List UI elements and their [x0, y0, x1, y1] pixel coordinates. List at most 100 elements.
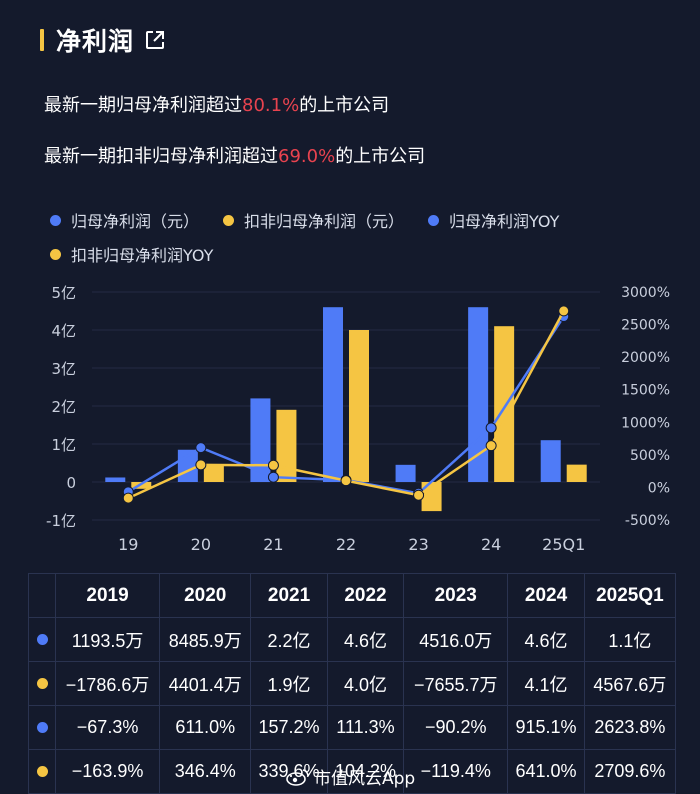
weibo-icon	[286, 768, 309, 786]
table-cell: 346.4%	[159, 749, 252, 794]
table-cell: 4516.0万	[403, 617, 509, 662]
series-point	[122, 492, 134, 504]
table-cell: 157.2%	[250, 705, 328, 750]
table-cell: 1.1亿	[583, 617, 677, 662]
category-label: 20	[191, 535, 211, 554]
table-cell: 611.0%	[159, 705, 252, 750]
summary-line-deducted-profit: 最新一期扣非归母净利润超过69.0%的上市公司	[44, 142, 425, 168]
series-dot-icon	[36, 722, 48, 733]
table-cell: 1.9亿	[250, 661, 328, 706]
row-marker	[28, 705, 56, 750]
category-label: 22	[336, 535, 356, 554]
right-tick-label: 2500%	[621, 318, 670, 334]
legend-item[interactable]: 扣非归母净利润（元）	[223, 203, 404, 237]
bar	[468, 307, 489, 482]
table-cell: 1193.5万	[54, 617, 161, 662]
summary-prefix: 最新一期归母净利润超过	[44, 95, 242, 116]
bar	[566, 464, 587, 482]
table-row: 1193.5万 8485.9万 2.2亿 4.6亿 4516.0万 4.6亿 1.1亿	[28, 617, 677, 662]
summary-suffix: 的上市公司	[335, 146, 426, 167]
summary-percent: 80.1%	[242, 95, 300, 116]
left-tick-label: 0	[66, 474, 76, 492]
table-cell: 111.3%	[326, 705, 405, 750]
right-tick-label: 1000%	[621, 415, 670, 431]
table-cell: 915.1%	[507, 705, 585, 750]
series-point	[195, 459, 207, 471]
series-point	[485, 440, 497, 452]
category-label: 21	[263, 535, 283, 554]
row-marker	[28, 617, 56, 662]
category-label: 25Q1	[542, 535, 585, 554]
table-cell: 4.6亿	[326, 617, 405, 662]
table-cell: −67.3%	[54, 705, 161, 750]
series-dot-icon	[36, 766, 48, 777]
series-dot-icon	[36, 634, 48, 645]
legend-label: 扣非归母净利润（元）	[244, 212, 405, 231]
table-header-cell: 2022	[326, 573, 405, 618]
right-tick-label: 0%	[648, 480, 670, 496]
legend-label: 扣非归母净利润YOY	[71, 246, 214, 265]
summary-suffix: 的上市公司	[299, 95, 390, 116]
table-cell: 641.0%	[507, 749, 585, 794]
summary-prefix: 最新一期扣非归母净利润超过	[44, 146, 278, 167]
table-cell: 104.2%	[326, 749, 405, 794]
page-title: 净利润	[56, 27, 135, 56]
table-cell: −163.9%	[54, 749, 161, 794]
bar	[323, 307, 343, 482]
table-header-cell: 2024	[507, 573, 585, 618]
left-tick-label: 1亿	[51, 436, 76, 454]
table-row: −1786.6万 4401.4万 1.9亿 4.0亿 −7655.7万 4.1亿 4567.…	[28, 661, 677, 706]
table-cell: 2709.6%	[583, 749, 677, 794]
bar	[131, 482, 152, 489]
bar	[395, 464, 416, 482]
table-cell: −1786.6万	[54, 661, 161, 706]
legend-label: 归母净利润（元）	[71, 212, 200, 231]
table-cell: −7655.7万	[403, 661, 509, 706]
table-corner	[28, 573, 56, 618]
series-point	[340, 475, 352, 487]
legend-item[interactable]: 扣非归母净利润YOY	[50, 237, 213, 271]
legend-item[interactable]: 归母净利润（元）	[50, 203, 199, 237]
external-link-icon[interactable]	[144, 29, 166, 51]
summary-percent: 69.0%	[278, 146, 336, 167]
table-cell: 4567.6万	[583, 661, 677, 706]
bar	[203, 465, 224, 482]
series-point	[195, 442, 207, 454]
table-cell: −119.4%	[403, 749, 509, 794]
table-cell: 4.0亿	[326, 661, 405, 706]
legend-dot-icon	[50, 248, 61, 260]
legend-dot-icon	[223, 214, 235, 226]
legend-dot-icon	[428, 214, 440, 226]
summary-line-net-profit: 最新一期归母净利润超过80.1%的上市公司	[44, 91, 389, 117]
table-cell: 4.1亿	[507, 661, 585, 706]
right-tick-label: -500%	[625, 513, 670, 529]
table-header-cell: 2019	[54, 573, 161, 618]
right-tick-label: 3000%	[621, 285, 670, 301]
profit-chart: 5亿 4亿 3亿 2亿 1亿 0 -1亿 3000% 2500% 2000% 1500% 1000% 5…	[46, 284, 670, 554]
table-header-cell: 2021	[250, 573, 328, 618]
right-tick-label: 500%	[630, 448, 670, 464]
watermark: 市值风云App	[286, 764, 415, 789]
bar	[349, 330, 369, 482]
series-point	[267, 459, 279, 471]
legend-item[interactable]: 归母净利润YOY	[428, 203, 559, 237]
table-header-cell: 2025Q1	[583, 573, 677, 618]
watermark-text: 市值风云App	[314, 769, 416, 789]
series-dot-icon	[36, 678, 48, 689]
series-point	[267, 471, 279, 483]
legend-label: 归母净利润YOY	[449, 212, 560, 231]
bar	[540, 440, 561, 482]
right-tick-label: 2000%	[621, 350, 670, 366]
section-header: 净利润	[40, 22, 166, 58]
table-row: −67.3% 611.0% 157.2% 111.3% −90.2% 915.1% 2623…	[28, 705, 677, 750]
series-point	[413, 489, 425, 501]
table-header-cell: 2023	[403, 573, 509, 618]
data-table: 2019 2020 2021 2022 2023 2024 2025Q1 1193.5万 84…	[28, 573, 677, 794]
row-marker	[28, 749, 56, 794]
series-point	[485, 422, 497, 434]
category-label: 24	[481, 535, 501, 554]
series-point	[558, 305, 570, 317]
left-tick-label: -1亿	[46, 512, 76, 530]
legend-dot-icon	[50, 214, 61, 226]
accent-bar	[40, 29, 44, 51]
